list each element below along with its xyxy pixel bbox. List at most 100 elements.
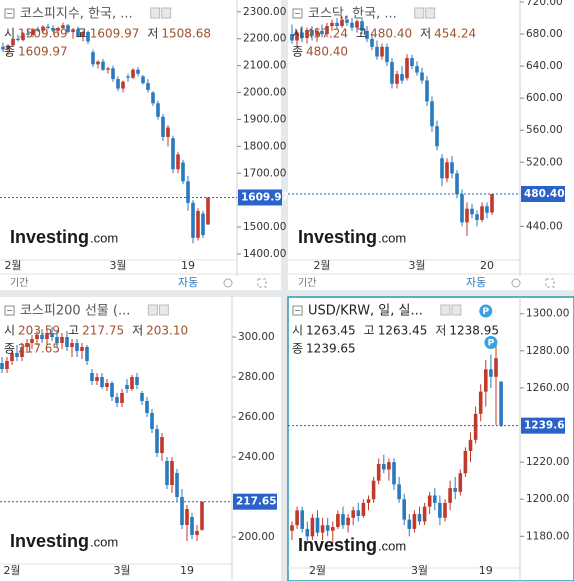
candle-body (91, 52, 95, 65)
candle-body (499, 381, 503, 426)
candle-body (465, 208, 469, 223)
candle-body (185, 509, 189, 525)
y-tick-label: 680.00 (526, 28, 563, 40)
candle-body (405, 58, 409, 79)
x-tick-label: 19 (180, 564, 194, 577)
legend-label: 종 (292, 342, 303, 356)
candle-body (325, 26, 329, 35)
y-tick-label: 1400.00 (243, 248, 286, 260)
x-tick-label: 3월 (408, 259, 425, 272)
candle-body (131, 69, 135, 78)
candle-body (65, 337, 69, 347)
candle-body (75, 343, 79, 351)
candle-body (110, 383, 114, 397)
legend-label: 시 (4, 27, 15, 41)
last-price-box (521, 185, 565, 202)
candle-body (40, 335, 44, 339)
legend-label: 종 (4, 45, 15, 59)
candle-body (86, 32, 90, 42)
y-tick-label: 1700.00 (243, 167, 286, 179)
candle-body (96, 61, 100, 65)
collapse-icon[interactable] (292, 305, 303, 316)
panel-title: 코스피지수, 한국, ... (20, 7, 133, 22)
watermark-brand: Investing (298, 535, 377, 555)
panel-icon[interactable] (147, 304, 158, 316)
expand-icon[interactable] (545, 278, 555, 288)
candle-body (475, 214, 479, 220)
candle-body (115, 397, 119, 403)
expand-icon[interactable] (257, 278, 267, 288)
panel-icon[interactable] (158, 304, 169, 316)
candle-body (395, 74, 399, 84)
legend-value: 480.40 (370, 27, 412, 41)
y-tick-label: 200.00 (238, 531, 275, 543)
panel (287, 296, 574, 581)
x-tick-label: 19 (181, 259, 195, 272)
settings-icon[interactable] (511, 278, 521, 288)
toolbar-auto[interactable]: 자동 (466, 276, 486, 289)
candle-body (385, 46, 389, 63)
x-tick-label: 3월 (411, 564, 428, 577)
legend-value: 454.24 (434, 27, 476, 41)
candle-body (196, 210, 200, 238)
candle-body (485, 206, 489, 213)
panel-icon[interactable] (425, 7, 436, 19)
y-tick-label: 560.00 (526, 124, 563, 136)
candle-body (150, 413, 154, 429)
panel-icon[interactable] (451, 304, 462, 316)
legend-value: 1509.69 (18, 27, 68, 41)
event-marker[interactable] (479, 304, 493, 318)
toolbar-auto[interactable]: 자동 (178, 276, 198, 289)
panel-icon[interactable] (440, 304, 451, 316)
candle-body (397, 484, 401, 500)
legend-label: 시 (292, 27, 303, 41)
candle-body (415, 66, 419, 73)
x-tick-label: 3월 (109, 259, 126, 272)
candle-body (360, 21, 364, 31)
candle-body (100, 377, 104, 387)
candle-body (455, 173, 459, 195)
collapse-icon[interactable] (4, 8, 15, 19)
candle-body (111, 68, 115, 80)
candle-body (71, 29, 75, 33)
candle-body (365, 30, 369, 39)
toolbar-period[interactable]: 기간 (10, 277, 28, 289)
candle-body (5, 361, 9, 369)
candle-body (382, 463, 386, 470)
x-tick-label: 2월 (4, 259, 21, 272)
y-tick-label: 240.00 (238, 451, 275, 463)
y-tick-label: 1800.00 (243, 140, 286, 152)
candle-body (141, 76, 145, 84)
event-marker[interactable] (484, 336, 498, 350)
legend-label: 시 (292, 324, 303, 338)
candle-body (361, 502, 366, 516)
candle-body (407, 519, 412, 529)
event-marker-label: P (482, 307, 489, 317)
candle-body (95, 377, 99, 381)
x-tick-label: 3월 (113, 564, 130, 577)
candle-body (450, 162, 454, 174)
candle-body (350, 22, 354, 28)
candle-body (46, 26, 50, 28)
collapse-icon[interactable] (292, 8, 303, 19)
candle-body (206, 197, 210, 225)
panel-icon[interactable] (161, 7, 172, 19)
legend-label: 고 (356, 27, 367, 41)
settings-icon[interactable] (223, 278, 233, 288)
y-tick-label: 1300.00 (526, 308, 569, 320)
candle-body (85, 347, 89, 361)
last-price-box (238, 189, 282, 206)
candle-body (101, 61, 105, 70)
toolbar-period[interactable]: 기간 (298, 277, 316, 289)
candle-body (36, 29, 40, 31)
panel-icon[interactable] (150, 7, 161, 19)
watermark-brand: Investing (10, 227, 89, 247)
legend-label: 종 (292, 45, 303, 59)
collapse-icon[interactable] (4, 305, 15, 316)
legend-value: 1239.65 (306, 342, 356, 356)
panel-icon[interactable] (414, 7, 425, 19)
y-tick-label: 440.00 (526, 220, 563, 232)
candle-body (170, 461, 174, 485)
candle-body (70, 343, 74, 347)
y-tick-label: 1220.00 (526, 456, 569, 468)
